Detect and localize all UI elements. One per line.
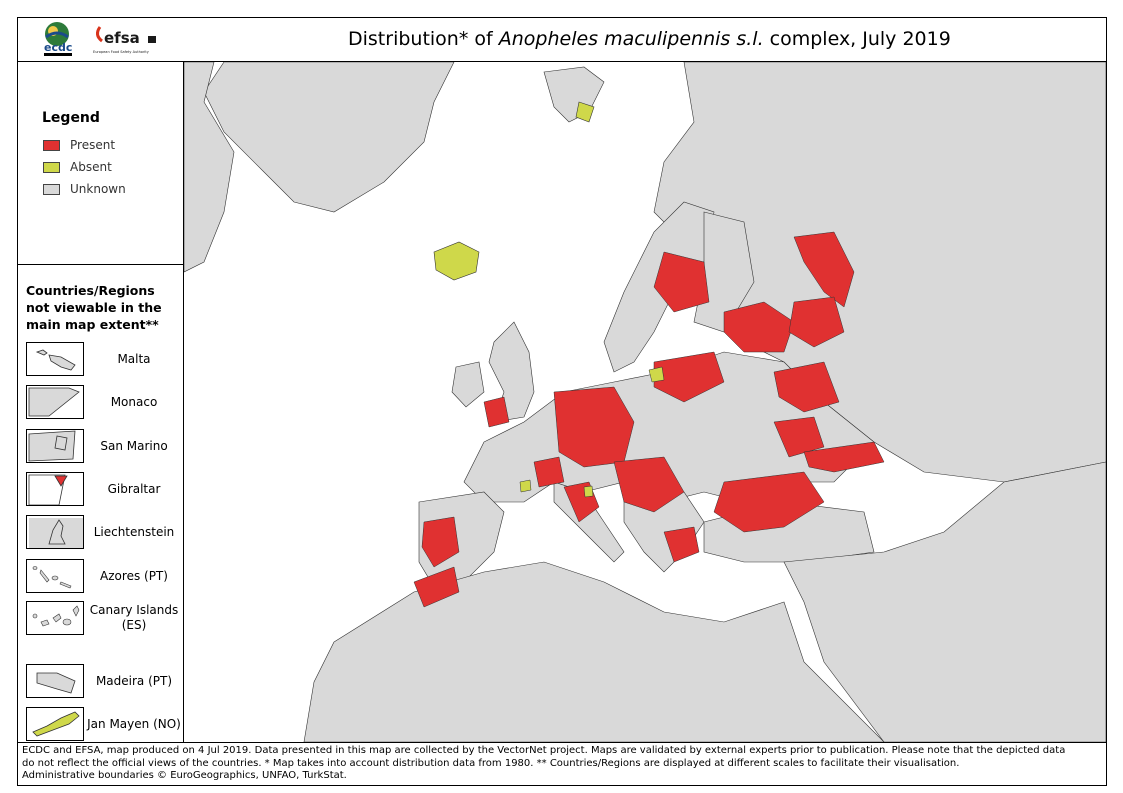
region-thumb-san-marino: [26, 429, 84, 463]
present-caucasus: [803, 441, 885, 473]
ireland: [451, 361, 485, 408]
region-malta: Malta: [26, 342, 182, 380]
present-france-south: [533, 456, 565, 488]
legend-swatch-present: [43, 140, 60, 151]
region-label-canary-islands: Canary Islands (ES): [89, 603, 179, 632]
region-label-liechtenstein: Liechtenstein: [93, 525, 175, 539]
region-thumb-monaco: [26, 385, 84, 419]
region-thumb-malta: [26, 342, 84, 376]
regions-panel-title: Countries/Regions not viewable in the ma…: [26, 283, 162, 332]
greenland: [203, 62, 455, 213]
region-gibraltar: Gibraltar: [26, 472, 182, 510]
legend-label-present: Present: [70, 138, 116, 152]
title-species: Anopheles maculipennis s.l.: [498, 28, 764, 50]
efsa-tagline: European Food Safety Authority: [93, 50, 149, 54]
region-thumb-jan-mayen: [26, 707, 84, 741]
legend-title: Legend: [42, 110, 100, 126]
present-russia-west: [653, 251, 710, 313]
present-russia-north: [793, 231, 855, 308]
region-thumb-madeira: [26, 664, 84, 698]
iceland: [433, 241, 480, 281]
region-canary-islands: Canary Islands (ES): [26, 601, 182, 639]
ecdc-logo-text: ecdc: [44, 41, 72, 54]
svalbard-absent: [575, 101, 595, 123]
title-prefix: Distribution* of: [348, 28, 499, 50]
sidebar: Legend Present Absent Unknown Countries/…: [18, 62, 184, 742]
legend-label-absent: Absent: [70, 160, 112, 174]
region-madeira: Madeira (PT): [26, 664, 182, 702]
legend: Legend Present Absent Unknown: [18, 62, 183, 265]
region-thumb-azores: [26, 559, 84, 593]
legend-label-unknown: Unknown: [70, 182, 126, 196]
logos: ecdc efsa European Food Safety Authority: [40, 21, 170, 59]
region-label-san-marino: San Marino: [100, 439, 168, 453]
region-san-marino: San Marino: [26, 429, 182, 467]
absent-france: [519, 479, 532, 493]
ecdc-efsa-logos: ecdc efsa European Food Safety Authority: [44, 22, 156, 56]
region-monaco: Monaco: [26, 385, 182, 423]
present-russia-east: [788, 296, 845, 348]
region-label-gibraltar: Gibraltar: [107, 482, 161, 496]
great-britain: [488, 321, 535, 423]
header: ecdc efsa European Food Safety Authority…: [18, 18, 1106, 62]
present-russia-central: [723, 301, 795, 353]
present-morocco: [413, 566, 460, 608]
middle-east: [783, 461, 1106, 742]
region-label-azores: Azores (PT): [100, 569, 168, 583]
region-label-madeira: Madeira (PT): [95, 674, 173, 688]
present-turkey: [713, 471, 825, 533]
region-liechtenstein: Liechtenstein: [26, 515, 182, 553]
legend-swatch-unknown: [43, 184, 60, 195]
efsa-logo-text: efsa: [104, 29, 140, 47]
present-greece: [663, 526, 700, 563]
region-label-jan-mayen: Jan Mayen (NO): [87, 717, 181, 731]
absent-italy: [583, 485, 594, 498]
region-thumb-canary-islands: [26, 601, 84, 635]
region-jan-mayen: Jan Mayen (NO): [26, 707, 182, 745]
footer-line-3: Administrative boundaries © EuroGeograph…: [22, 770, 347, 781]
footer: ECDC and EFSA, map produced on 4 Jul 201…: [18, 742, 1106, 786]
region-label-malta: Malta: [117, 352, 151, 366]
region-label-monaco: Monaco: [110, 395, 158, 409]
north-africa: [303, 561, 885, 742]
present-ukraine: [773, 416, 825, 458]
title-suffix: complex, July 2019: [763, 28, 951, 50]
present-iberia: [421, 516, 460, 568]
present-france-west: [483, 396, 510, 428]
svalbard: [543, 66, 605, 123]
map-title: Distribution* of Anopheles maculipennis …: [348, 28, 951, 50]
footer-line-1: ECDC and EFSA, map produced on 4 Jul 201…: [22, 745, 1066, 756]
map-area[interactable]: [184, 62, 1106, 742]
legend-swatch-absent: [43, 162, 60, 173]
ecdc-logo: ecdc: [44, 22, 72, 56]
present-balkans: [613, 456, 685, 513]
europe-map: [184, 62, 1106, 742]
present-baltic: [653, 351, 725, 403]
region-azores: Azores (PT): [26, 559, 182, 597]
efsa-logo: efsa European Food Safety Authority: [93, 26, 156, 54]
present-russia-mid: [773, 361, 840, 413]
map-frame: ecdc efsa European Food Safety Authority…: [17, 17, 1107, 786]
canadian-arctic: [184, 62, 235, 273]
absent-latvia: [648, 366, 665, 383]
region-thumb-liechtenstein: [26, 515, 84, 549]
region-thumb-gibraltar: [26, 472, 84, 506]
footer-line-2: do not reflect the official views of the…: [22, 757, 960, 769]
